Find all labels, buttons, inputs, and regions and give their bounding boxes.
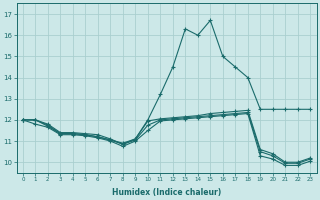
X-axis label: Humidex (Indice chaleur): Humidex (Indice chaleur)	[112, 188, 221, 197]
